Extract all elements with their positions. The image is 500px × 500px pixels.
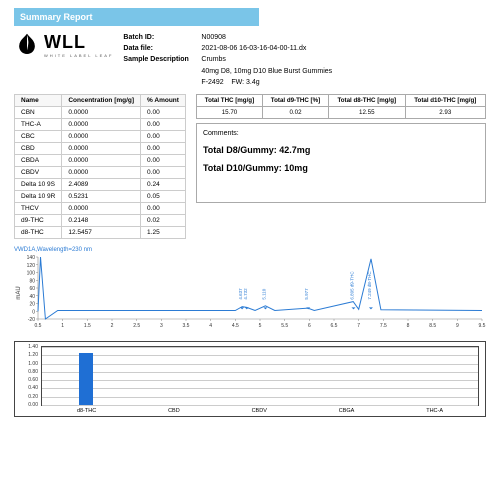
svg-text:5.5: 5.5: [281, 323, 288, 329]
svg-text:7.249 d8-THC: 7.249 d8-THC: [367, 271, 372, 300]
bar-x-label: THC-A: [426, 408, 443, 414]
table-header: Total d8-THC [mg/g]: [329, 94, 406, 106]
report-topbar: Summary Report: [14, 8, 259, 26]
svg-text:8: 8: [407, 323, 410, 329]
svg-text:4: 4: [209, 323, 212, 329]
table-row: Delta 10 9S2.40890.24: [15, 178, 186, 190]
svg-text:0.5: 0.5: [35, 323, 42, 329]
svg-text:1.5: 1.5: [84, 323, 91, 329]
bar-x-label: CBDV: [252, 408, 267, 414]
svg-text:80: 80: [29, 278, 35, 284]
table-row: CBC0.00000.00: [15, 130, 186, 142]
logo-sub: WHITE LABEL LEAF: [44, 53, 113, 58]
sampledesc-label: Sample Description: [123, 54, 201, 65]
svg-text:3: 3: [160, 323, 163, 329]
svg-text:6: 6: [308, 323, 311, 329]
svg-text:7.5: 7.5: [380, 323, 387, 329]
svg-text:120: 120: [27, 263, 36, 269]
svg-text:60: 60: [29, 286, 35, 292]
svg-text:4.732: 4.732: [243, 288, 248, 300]
svg-text:6.895 d9-THC: 6.895 d9-THC: [349, 271, 354, 300]
table-row: CBN0.00000.00: [15, 106, 186, 118]
logo-block: WLL WHITE LABEL LEAF: [14, 32, 113, 58]
table-row: d8-THC12.54571.25: [15, 226, 186, 238]
svg-text:0: 0: [32, 309, 35, 315]
table-row: THC-A0.00000.00: [15, 118, 186, 130]
svg-text:9: 9: [456, 323, 459, 329]
sampledesc-value: Crumbs 40mg D8, 10mg D10 Blue Burst Gumm…: [201, 54, 332, 88]
logo-main: WLL: [44, 32, 113, 53]
svg-text:20: 20: [29, 301, 35, 307]
svg-text:mAU: mAU: [16, 286, 22, 299]
header-row: WLL WHITE LABEL LEAF Batch ID:N00908 Dat…: [14, 32, 486, 88]
chromatogram-chart: -200204060801001201400.511.522.533.544.5…: [14, 253, 486, 335]
bar-x-label: d8-THC: [77, 408, 96, 414]
table-header: Total THC [mg/g]: [196, 94, 262, 106]
svg-text:3.5: 3.5: [183, 323, 190, 329]
svg-text:40: 40: [29, 294, 35, 300]
svg-text:9.5: 9.5: [479, 323, 486, 329]
svg-text:1: 1: [61, 323, 64, 329]
table-header: Total d10-THC [mg/g]: [405, 94, 485, 106]
concentration-table: NameConcentration [mg/g]% Amount CBN0.00…: [14, 94, 186, 239]
svg-text:100: 100: [27, 270, 36, 276]
table-row: d9-THC0.21480.02: [15, 214, 186, 226]
svg-text:5.110: 5.110: [261, 288, 266, 299]
datafile-label: Data file:: [123, 43, 201, 54]
bar: [79, 353, 93, 405]
bar-chart-plot: 0.000.200.400.600.801.001.201.40: [41, 346, 479, 406]
batch-id-value: N00908: [201, 34, 226, 41]
totals-table: Total THC [mg/g]Total d9-THC [%]Total d8…: [196, 94, 486, 119]
comments-label: Comments:: [203, 130, 479, 137]
table-header: Concentration [mg/g]: [62, 94, 141, 106]
table-row: CBDV0.00000.00: [15, 166, 186, 178]
comments-line1: Total D8/Gummy: 42.7mg: [203, 145, 479, 155]
table-header: % Amount: [141, 94, 186, 106]
svg-text:2: 2: [111, 323, 114, 329]
batch-id-label: Batch ID:: [123, 32, 201, 43]
table-header: Name: [15, 94, 62, 106]
bar-x-label: CBGA: [339, 408, 355, 414]
comments-line2: Total D10/Gummy: 10mg: [203, 163, 479, 173]
svg-text:140: 140: [27, 255, 36, 261]
svg-text:7: 7: [357, 323, 360, 329]
datafile-value: 2021-08-06 16-03-16-04-00-11.dx: [201, 45, 306, 52]
svg-text:6.5: 6.5: [331, 323, 338, 329]
table-row: THCV0.00000.00: [15, 202, 186, 214]
bar-x-label: CBD: [168, 408, 180, 414]
svg-text:4.5: 4.5: [232, 323, 239, 329]
leaf-icon: [14, 32, 40, 58]
svg-text:5.977: 5.977: [304, 288, 309, 300]
meta-block: Batch ID:N00908 Data file:2021-08-06 16-…: [123, 32, 486, 88]
bar-chart-panel: 0.000.200.400.600.801.001.201.40 d8-THC C…: [14, 341, 486, 417]
svg-text:8.5: 8.5: [429, 323, 436, 329]
table-row: CBDA0.00000.00: [15, 154, 186, 166]
table-row: Delta 10 9R0.52310.05: [15, 190, 186, 202]
comments-box: Comments: Total D8/Gummy: 42.7mg Total D…: [196, 123, 486, 203]
table-header: Total d9-THC [%]: [262, 94, 328, 106]
table-row: CBD0.00000.00: [15, 142, 186, 154]
svg-text:5: 5: [259, 323, 262, 329]
svg-text:2.5: 2.5: [133, 323, 140, 329]
